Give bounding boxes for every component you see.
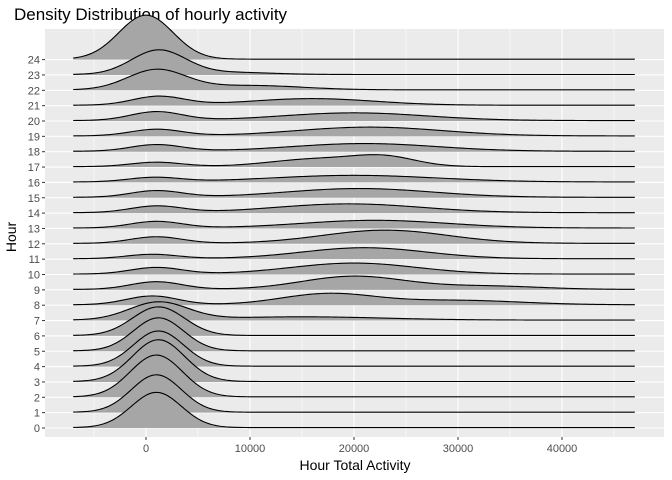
ridge-hour-20: [73, 111, 635, 122]
ridge-fill: [73, 143, 635, 152]
ridge-line: [73, 247, 635, 260]
ridge-hour-6: [73, 306, 635, 337]
ridge-line: [73, 49, 635, 76]
x-tick-label: 30000: [443, 443, 474, 455]
ridge-line: [73, 126, 635, 137]
y-tick-label: 5: [34, 346, 40, 358]
y-tick-label: 22: [28, 85, 40, 97]
ridge-fill: [73, 293, 635, 306]
ridge-line: [73, 275, 635, 290]
ridge-fill: [73, 306, 635, 336]
y-tick-label: 24: [28, 55, 40, 67]
ridge-hour-22: [73, 68, 635, 91]
y-tick-label: 6: [34, 331, 40, 343]
ridge-hour-12: [73, 229, 635, 244]
ridge-hour-0: [73, 391, 635, 429]
ridge-line: [73, 95, 635, 106]
y-tick-label: 2: [34, 392, 40, 404]
ridge-fill: [73, 230, 635, 244]
y-tick-label: 18: [28, 147, 40, 159]
ridge-fill: [73, 263, 635, 275]
ridge-hour-8: [73, 292, 635, 306]
ridge-fill: [73, 15, 635, 60]
y-tick-label: 23: [28, 70, 40, 82]
ridge-hour-9: [73, 275, 635, 290]
y-tick-label: 13: [28, 223, 40, 235]
x-tick-label: 0: [143, 443, 149, 455]
ridge-line: [73, 354, 635, 398]
ridge-line: [73, 229, 635, 244]
ridge-line: [73, 174, 635, 183]
ridge-line: [73, 391, 635, 429]
y-tick-label: 17: [28, 162, 40, 174]
ridge-hour-15: [73, 187, 635, 198]
y-tick-label: 16: [28, 177, 40, 189]
y-tick-label: 8: [34, 300, 40, 312]
y-tick-label: 10: [28, 270, 40, 282]
ridge-hour-24: [73, 14, 635, 60]
y-tick-label: 19: [28, 131, 40, 143]
ridge-line: [73, 262, 635, 275]
y-tick-label: 15: [28, 193, 40, 205]
ridge-fill: [73, 188, 635, 198]
ridge-hour-13: [73, 219, 635, 229]
x-tick-label: 40000: [547, 443, 578, 455]
ridge-line: [73, 187, 635, 198]
y-tick-label: 1: [34, 408, 40, 420]
y-tick-label: 0: [34, 423, 40, 435]
y-tick-label: 9: [34, 285, 40, 297]
y-tick-label: 11: [29, 254, 40, 266]
x-tick-label: 20000: [339, 443, 370, 455]
ridge-line: [73, 339, 635, 383]
ridge-fill: [73, 154, 635, 168]
ridge-line: [73, 374, 635, 413]
y-tick-label: 20: [28, 116, 40, 128]
ridge-line: [73, 203, 635, 214]
y-tick-label: 3: [34, 377, 40, 389]
x-axis-ticks: 0 10000 20000 30000 40000: [143, 437, 577, 455]
ridge-fill: [73, 247, 635, 260]
ridge-hour-11: [73, 247, 635, 260]
ridge-fill: [73, 49, 635, 75]
ridge-hour-19: [73, 126, 635, 137]
ridge-hour-23: [73, 49, 635, 76]
ridge-hour-21: [73, 95, 635, 106]
ridge-hour-17: [73, 154, 635, 168]
ridge-hour-14: [73, 203, 635, 214]
ridge-fill: [73, 276, 635, 290]
ridge-line: [73, 143, 635, 152]
y-tick-label: 14: [28, 208, 40, 220]
ridge-fill: [73, 96, 635, 106]
ridge-line: [73, 14, 635, 60]
ridge-fill: [73, 69, 635, 91]
y-tick-label: 4: [34, 362, 40, 374]
ridge-series: [73, 14, 635, 429]
ridge-line: [73, 219, 635, 229]
y-tick-label: 7: [34, 316, 40, 328]
ridge-line: [73, 111, 635, 122]
ridge-line: [73, 292, 635, 306]
y-tick-label: 12: [28, 239, 40, 251]
x-axis-title: Hour Total Activity: [299, 457, 410, 473]
chart-title: Density Distribution of hourly activity: [14, 5, 288, 24]
y-axis-title: Hour: [3, 221, 19, 252]
ridge-hour-7: [73, 301, 635, 321]
ridge-line: [73, 68, 635, 91]
y-tick-label: 21: [28, 101, 40, 113]
x-tick-label: 10000: [235, 443, 266, 455]
ridge-hour-18: [73, 143, 635, 152]
ridge-line: [73, 317, 635, 352]
ridge-hour-10: [73, 262, 635, 275]
ridge-line: [73, 301, 635, 321]
ridge-line: [73, 306, 635, 337]
ridge-line: [73, 330, 635, 367]
ridge-line: [73, 154, 635, 168]
ridge-hour-16: [73, 174, 635, 183]
